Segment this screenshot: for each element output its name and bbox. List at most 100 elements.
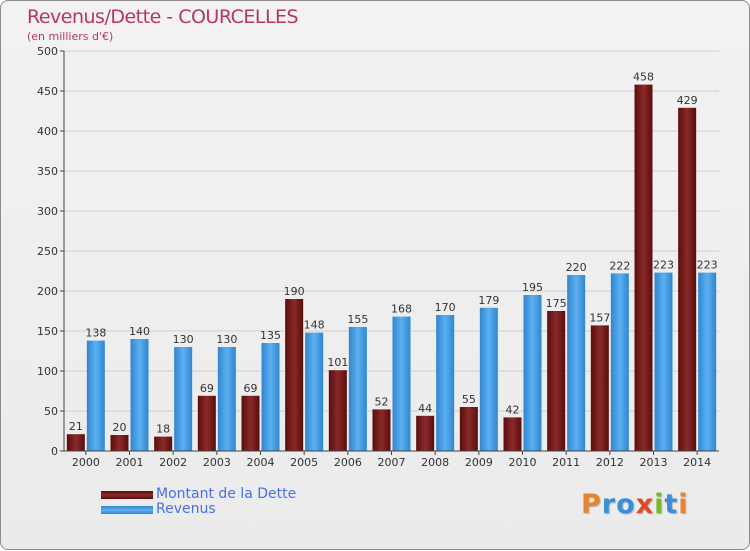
y-axis-ticks: 0 50 100 150 200 250 300 350 400 450 500	[37, 45, 64, 458]
value-label-debt-2011: 175	[546, 297, 567, 310]
y-tick-label: 50	[44, 405, 58, 418]
bar-debt-2004	[241, 395, 260, 451]
bar-revenus-2012	[610, 273, 629, 451]
x-tick-label: 2005	[290, 456, 318, 469]
bar-revenus-2014	[698, 272, 717, 451]
bar-revenus-2009	[479, 307, 498, 451]
value-label-revenus-2008: 170	[435, 301, 456, 314]
x-tick-label: 2010	[509, 456, 537, 469]
y-tick-label: 200	[37, 285, 58, 298]
bar-debt-2006	[328, 370, 347, 451]
bar-debt-2002	[154, 436, 173, 451]
x-tick-label: 2006	[334, 456, 362, 469]
bar-revenus-2005	[305, 332, 324, 451]
y-tick-label: 0	[51, 445, 58, 458]
chart-title: Revenus/Dette - COURCELLES	[27, 6, 299, 28]
y-tick-label: 450	[37, 85, 58, 98]
grid-lines	[64, 50, 719, 452]
value-label-revenus-2013: 223	[653, 259, 674, 272]
y-tick-label: 500	[37, 45, 58, 58]
bar-debt-2009	[459, 407, 478, 451]
value-label-revenus-2002: 130	[173, 333, 194, 346]
bar-revenus-2008	[436, 315, 455, 451]
logo-letter: o	[616, 489, 636, 520]
bar-debt-2003	[197, 395, 216, 451]
x-tick-label: 2014	[683, 456, 711, 469]
bar-revenus-2013	[654, 272, 673, 451]
bars	[66, 84, 717, 452]
bar-debt-2005	[285, 299, 304, 451]
x-tick-label: 2009	[465, 456, 493, 469]
bar-revenus-2010	[523, 295, 542, 451]
bar-debt-2011	[547, 311, 566, 451]
value-label-revenus-2012: 222	[609, 259, 630, 272]
proxiti-logo: Proxiti	[581, 489, 689, 520]
y-tick-label: 150	[37, 325, 58, 338]
x-tick-label: 2004	[247, 456, 275, 469]
x-tick-label: 2003	[203, 456, 231, 469]
bar-debt-2007	[372, 409, 391, 451]
value-label-revenus-2003: 130	[216, 333, 237, 346]
y-tick-label: 400	[37, 125, 58, 138]
value-label-debt-2002: 18	[156, 423, 170, 436]
logo-letter: P	[581, 489, 602, 520]
value-label-revenus-2006: 155	[347, 313, 368, 326]
value-label-debt-2013: 458	[633, 71, 654, 84]
bar-debt-2014	[678, 107, 697, 452]
value-label-debt-2000: 21	[69, 420, 83, 433]
y-tick-label: 350	[37, 165, 58, 178]
logo-letter: i	[678, 489, 689, 520]
legend-label-revenus: Revenus	[156, 501, 216, 517]
value-label-debt-2005: 190	[284, 285, 305, 298]
x-tick-label: 2011	[552, 456, 580, 469]
bar-debt-2012	[590, 325, 609, 451]
bar-debt-2000	[66, 434, 85, 451]
value-label-debt-2010: 42	[506, 403, 520, 416]
x-tick-label: 2007	[378, 456, 406, 469]
value-label-revenus-2011: 220	[566, 261, 587, 274]
logo-letter: t	[664, 489, 679, 520]
value-label-debt-2012: 157	[589, 311, 610, 324]
value-label-revenus-2001: 140	[129, 325, 150, 338]
x-axis-ticks: 2000 2001 2002 2003 2004 2005 2006 2007 2008 2009…	[72, 451, 711, 469]
bar-debt-2008	[416, 415, 435, 451]
bar-revenus-2007	[392, 316, 411, 451]
value-label-debt-2001: 20	[113, 421, 127, 434]
value-label-debt-2006: 101	[327, 356, 348, 369]
x-tick-label: 2008	[421, 456, 449, 469]
bar-debt-2001	[110, 435, 129, 451]
bar-revenus-2006	[348, 327, 367, 451]
value-label-debt-2007: 52	[375, 395, 389, 408]
x-tick-label: 2013	[640, 456, 668, 469]
value-label-revenus-2014: 223	[697, 259, 718, 272]
value-label-debt-2009: 55	[462, 393, 476, 406]
y-tick-label: 300	[37, 205, 58, 218]
value-label-debt-2008: 44	[418, 402, 432, 415]
bar-revenus-2011	[567, 275, 586, 451]
bar-debt-2010	[503, 417, 522, 451]
x-tick-label: 2000	[72, 456, 100, 469]
bar-revenus-2001	[130, 339, 149, 451]
value-label-debt-2014: 429	[677, 94, 698, 107]
logo-letter: i	[654, 489, 665, 520]
x-tick-label: 2012	[596, 456, 624, 469]
y-tick-label: 100	[37, 365, 58, 378]
value-label-revenus-2004: 135	[260, 329, 281, 342]
value-label-revenus-2007: 168	[391, 303, 412, 316]
legend-swatch-revenus	[101, 506, 153, 514]
value-label-revenus-2000: 138	[85, 327, 106, 340]
value-label-revenus-2010: 195	[522, 281, 543, 294]
value-label-revenus-2009: 179	[478, 294, 499, 307]
x-tick-label: 2002	[159, 456, 187, 469]
bar-revenus-2003	[217, 347, 236, 451]
bar-revenus-2000	[86, 340, 105, 451]
legend-swatch-debt	[101, 491, 153, 499]
legend-label-debt: Montant de la Dette	[156, 486, 297, 502]
chart-subtitle: (en milliers d'€)	[27, 30, 114, 43]
logo-letter: r	[601, 489, 617, 520]
bar-revenus-2002	[174, 347, 193, 451]
bar-revenus-2004	[261, 343, 280, 451]
logo-letter: x	[635, 489, 655, 520]
